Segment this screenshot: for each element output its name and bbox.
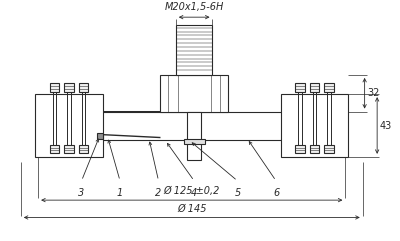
Bar — [64, 83, 74, 92]
Bar — [310, 83, 319, 92]
Bar — [97, 133, 103, 139]
Bar — [160, 75, 228, 112]
Polygon shape — [103, 112, 160, 141]
Bar — [176, 25, 212, 75]
Bar — [50, 83, 59, 92]
Bar — [310, 145, 319, 153]
Bar — [35, 94, 103, 157]
Bar — [64, 145, 74, 153]
Text: 6: 6 — [273, 187, 279, 198]
Text: 3: 3 — [78, 187, 85, 198]
Text: M20x1,5-6H: M20x1,5-6H — [164, 2, 224, 12]
Bar — [43, 112, 342, 141]
Bar — [295, 83, 305, 92]
Bar — [281, 94, 348, 157]
Bar — [295, 145, 305, 153]
Text: 2: 2 — [156, 187, 162, 198]
Bar — [324, 145, 334, 153]
Text: Ø 145: Ø 145 — [177, 204, 206, 214]
Text: 43: 43 — [380, 120, 392, 130]
Bar — [184, 139, 205, 144]
Text: 5: 5 — [234, 187, 241, 198]
Bar — [79, 83, 88, 92]
Text: 4: 4 — [191, 187, 197, 198]
Bar — [324, 83, 334, 92]
Bar — [50, 145, 59, 153]
Bar — [79, 145, 88, 153]
Text: 1: 1 — [117, 187, 123, 198]
Text: 32: 32 — [368, 88, 380, 98]
Text: Ø 125 ±0,2: Ø 125 ±0,2 — [164, 186, 220, 196]
Bar — [188, 112, 201, 160]
